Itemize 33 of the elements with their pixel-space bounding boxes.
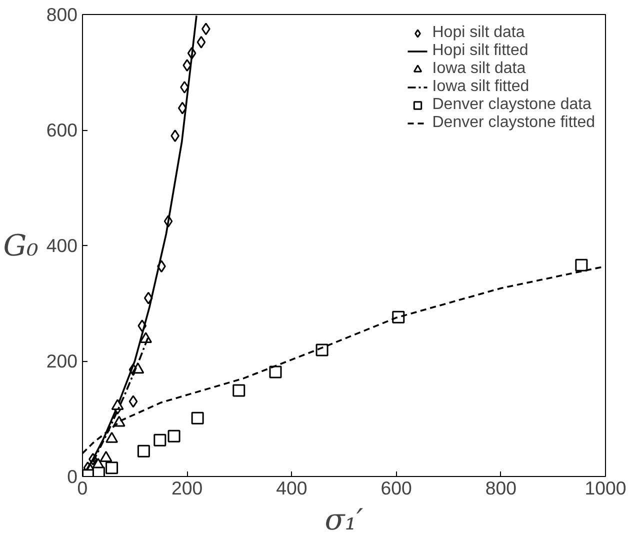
y-tick-label: 400 bbox=[46, 235, 78, 256]
point bbox=[106, 432, 118, 443]
point bbox=[269, 366, 282, 378]
point bbox=[575, 258, 588, 272]
legend-label: Denver claystone fitted bbox=[432, 114, 595, 132]
x-tick-label: 600 bbox=[380, 478, 412, 498]
point bbox=[232, 384, 246, 397]
y-tick-label: 800 bbox=[46, 4, 78, 25]
point bbox=[182, 59, 192, 72]
point bbox=[168, 430, 180, 442]
legend-label: Denver claystone data bbox=[432, 96, 592, 114]
point bbox=[196, 36, 206, 48]
x-tick-label: 200 bbox=[172, 478, 203, 498]
legend-label: Iowa silt data bbox=[432, 60, 526, 78]
legend-label: Hopi silt data bbox=[432, 24, 525, 42]
point bbox=[316, 344, 328, 356]
legend-label: Iowa silt fitted bbox=[432, 78, 530, 96]
legend-label: Hopi silt fitted bbox=[432, 42, 528, 60]
point bbox=[178, 102, 187, 114]
point bbox=[111, 398, 124, 410]
point bbox=[154, 434, 166, 446]
x-axis-title: σ₁′ bbox=[324, 502, 364, 536]
y-tick-label: 200 bbox=[46, 350, 78, 372]
x-tick-label: 800 bbox=[485, 478, 516, 498]
point bbox=[106, 462, 118, 474]
point bbox=[128, 395, 138, 408]
point bbox=[191, 412, 204, 424]
point bbox=[137, 444, 150, 458]
point bbox=[100, 450, 112, 462]
x-tick-label: 400 bbox=[276, 478, 308, 498]
x-tick-label: 1000 bbox=[584, 478, 626, 498]
y-axis-title: G₀ bbox=[3, 228, 39, 262]
y-tick-label: 600 bbox=[46, 120, 78, 140]
